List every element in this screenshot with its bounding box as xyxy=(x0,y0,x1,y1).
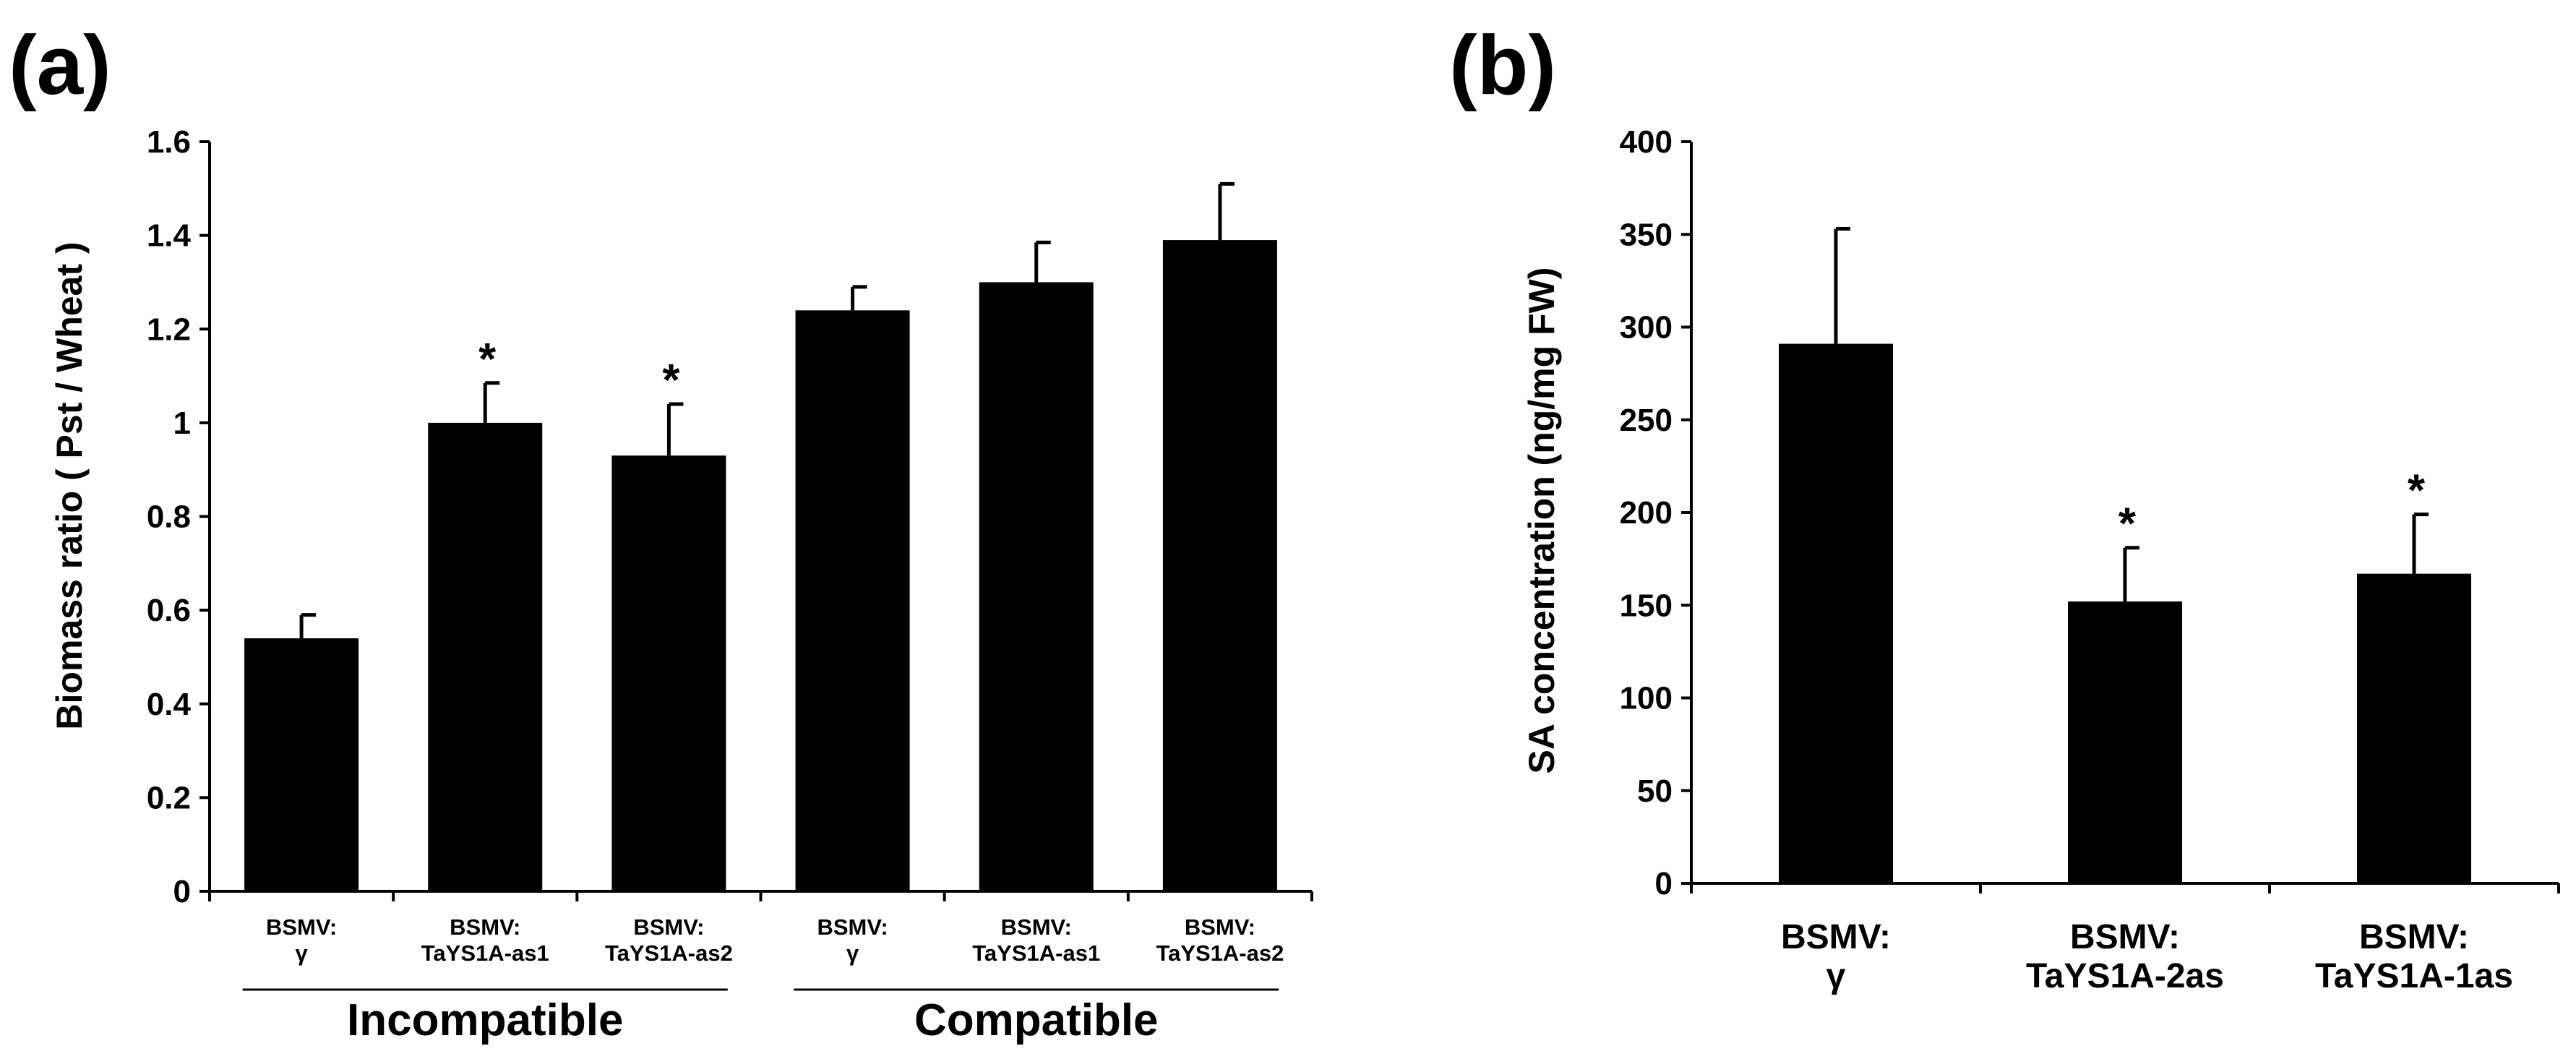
panel-a-category-labels: BSMV:γBSMV:TaYS1A-as1BSMV:TaYS1A-as2BSMV… xyxy=(266,914,1284,966)
panel-a-category-label: BSMV: xyxy=(266,914,337,940)
panel-a-category-label: BSMV: xyxy=(1185,914,1255,940)
panel-a-y-tick-label: 0.8 xyxy=(147,500,191,535)
panel-b-bar xyxy=(2068,601,2182,883)
panel-b-bar xyxy=(2357,573,2471,883)
panel-a-y-tick-label: 0 xyxy=(173,874,191,909)
panel-b-category-label: TaYS1A-2as xyxy=(2026,957,2224,995)
panel-b-significance-star: * xyxy=(2118,500,2137,549)
panel-a-category-label: BSMV: xyxy=(817,914,888,940)
panel-b-category-label: BSMV: xyxy=(2359,918,2469,956)
panel-a-category-label: BSMV: xyxy=(1001,914,1072,940)
panel-a-bar xyxy=(1162,240,1277,891)
panel-a-group-label: Incompatible xyxy=(347,995,623,1045)
panel-a-significance-star: * xyxy=(662,356,680,406)
panel-a-group-labels: Incompatible Compatible xyxy=(242,988,1279,1045)
panel-b-y-tick-label: 250 xyxy=(1620,403,1673,438)
panel-b-y-tick-label: 100 xyxy=(1620,681,1673,716)
panel-a-group-label: Compatible xyxy=(914,995,1159,1045)
panel-b-y-tick-label: 150 xyxy=(1620,588,1673,623)
panel-a-y-tick-label: 0.2 xyxy=(147,780,191,815)
panel-a-category-label: TaYS1A-as1 xyxy=(421,940,549,966)
panel-b-category-label: γ xyxy=(1826,957,1846,995)
panel-b-category-label: BSMV: xyxy=(1781,918,1891,956)
panel-a-bar xyxy=(611,455,726,891)
panel-a-axes: 0 0.2 0.4 0.6 0.8 1 1.2 1.4 1.6 xyxy=(147,124,1313,909)
panel-b-bar xyxy=(1779,343,1893,884)
panel-a: (a) Biomass ratio ( Pst / Wheat ) 0 0.2 0.… xyxy=(9,18,1313,1045)
panel-a-y-tick-label: 1.6 xyxy=(147,124,191,160)
panel-b-category-label: BSMV: xyxy=(2070,918,2180,956)
panel-b-y-tick-label: 300 xyxy=(1620,310,1673,346)
panel-a-category-label: BSMV: xyxy=(450,914,520,940)
panel-b-bars: ** xyxy=(1779,227,2471,884)
panel-b-significance-star: * xyxy=(2408,466,2426,516)
panel-b-y-tick-label: 200 xyxy=(1620,495,1673,531)
panel-a-bar xyxy=(979,282,1094,891)
panel-a-y-axis-title: Biomass ratio ( Pst / Wheat ) xyxy=(49,241,90,729)
panel-b-y-tick-label: 0 xyxy=(1655,866,1673,901)
panel-b-y-tick-label: 400 xyxy=(1620,124,1673,160)
panel-b: (b) SA concentration (ng/mg FW) 0 50 100 15… xyxy=(1449,18,2560,995)
panel-a-y-tick-label: 1.4 xyxy=(147,218,192,254)
panel-a-y-tick-label: 0.4 xyxy=(147,687,192,722)
panel-b-y-tick-label: 50 xyxy=(1637,773,1673,809)
panel-a-y-tick-label: 0.6 xyxy=(147,593,191,628)
panel-a-category-label: BSMV: xyxy=(633,914,704,940)
panel-a-category-label: γ xyxy=(846,940,859,966)
panel-a-y-tick-label: 1 xyxy=(173,406,191,441)
panel-b-y-tick-label: 350 xyxy=(1620,217,1673,252)
panel-a-significance-star: * xyxy=(478,335,497,385)
panel-a-bar xyxy=(428,422,543,891)
panel-a-category-label: TaYS1A-as2 xyxy=(1156,940,1284,966)
panel-a-label: (a) xyxy=(9,18,111,112)
panel-a-bar xyxy=(244,638,359,891)
panel-a-y-tick-label: 1.2 xyxy=(147,312,191,347)
panel-a-bar xyxy=(795,310,910,891)
panel-b-y-axis-title: SA concentration (ng/mg FW) xyxy=(1521,267,1562,774)
panel-b-category-label: TaYS1A-1as xyxy=(2315,957,2513,995)
panel-a-category-label: γ xyxy=(295,940,308,966)
panel-b-label: (b) xyxy=(1449,18,1556,112)
panel-a-category-label: TaYS1A-as2 xyxy=(605,940,733,966)
panel-a-category-label: TaYS1A-as1 xyxy=(972,940,1100,966)
panel-a-bars: * * xyxy=(244,181,1277,891)
